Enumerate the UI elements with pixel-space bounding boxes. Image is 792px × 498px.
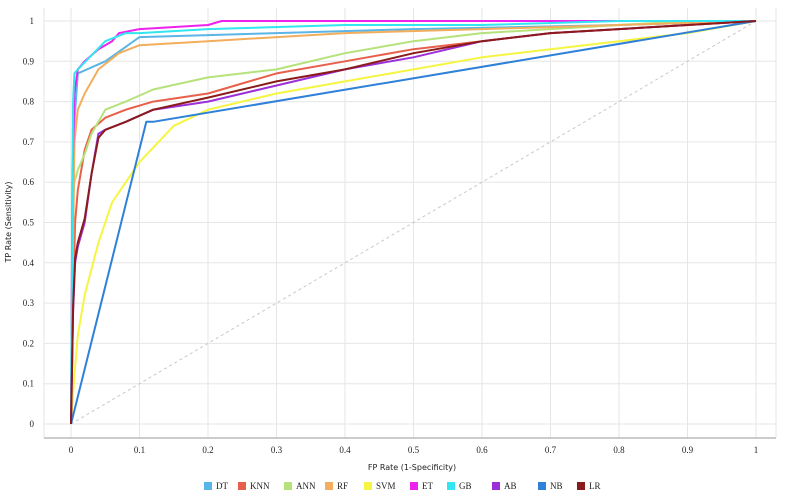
y-tick-label: 0.8 <box>23 97 35 107</box>
y-tick-label: 0.5 <box>23 218 35 228</box>
x-axis-label: FP Rate (1-Specificity) <box>368 463 456 472</box>
legend-label-svm: SVM <box>376 481 396 491</box>
legend-swatch-et <box>410 482 418 490</box>
legend-swatch-dt <box>204 482 212 490</box>
y-tick-label: 0.4 <box>23 258 35 268</box>
legend-swatch-nb <box>538 482 546 490</box>
axis-layer: 0 0.1 0.2 0.3 0.4 0.5 0.6 0.7 0.8 0.9 1 0 0.1 0.2 0.3 0… <box>23 16 776 455</box>
x-tick-label: 1 <box>754 445 759 455</box>
x-tick-label: 0.3 <box>271 445 283 455</box>
x-tick-label: 0.8 <box>613 445 625 455</box>
legend-label-lr: LR <box>589 481 601 491</box>
series-line-lr <box>70 20 757 425</box>
legend-swatch-ab <box>492 482 500 490</box>
x-tick-label: 0.4 <box>339 445 351 455</box>
y-tick-label: 1 <box>30 16 35 26</box>
legend-label-et: ET <box>422 481 433 491</box>
x-tick-label: 0.2 <box>202 445 213 455</box>
series-line-ann <box>70 20 756 425</box>
legend-swatch-knn <box>238 482 246 490</box>
x-tick-label: 0.9 <box>682 445 694 455</box>
y-tick-label: 0.2 <box>23 338 34 348</box>
grid-layer <box>43 8 777 438</box>
series-line-nb <box>70 20 757 425</box>
series-line-et <box>70 20 756 425</box>
legend-label-gb: GB <box>459 481 472 491</box>
series-line-gb <box>70 20 756 425</box>
series-line-rf <box>70 20 757 425</box>
legend-swatch-lr <box>577 482 585 490</box>
y-tick-label: 0.7 <box>23 137 35 147</box>
diagonal-reference-line <box>70 20 757 425</box>
x-tick-label: 0.1 <box>134 445 145 455</box>
legend-swatch-ann <box>284 482 292 490</box>
y-tick-label: 0 <box>30 419 35 429</box>
diagonal-layer <box>70 20 757 425</box>
legend-label-dt: DT <box>216 481 228 491</box>
legend-label-knn: KNN <box>250 481 270 491</box>
y-tick-label: 0.1 <box>23 379 34 389</box>
series-layer <box>70 20 757 425</box>
x-tick-label: 0.6 <box>476 445 488 455</box>
legend-label-rf: RF <box>337 481 348 491</box>
legend-label-ann: ANN <box>296 481 316 491</box>
x-tick-label: 0.5 <box>408 445 420 455</box>
legend: DT KNN ANN RF SVM ET GB AB NB LR <box>204 481 601 491</box>
y-axis-label: TP Rate (Sensitivity) <box>4 181 13 263</box>
y-tick-label: 0.3 <box>23 298 35 308</box>
legend-swatch-gb <box>447 482 455 490</box>
x-tick-label: 0.7 <box>545 445 557 455</box>
legend-swatch-rf <box>325 482 333 490</box>
legend-label-nb: NB <box>550 481 563 491</box>
x-tick-label: 0 <box>69 445 74 455</box>
legend-swatch-svm <box>364 482 372 490</box>
y-tick-label: 0.9 <box>23 56 35 66</box>
legend-label-ab: AB <box>504 481 517 491</box>
series-line-svm <box>70 20 757 425</box>
y-tick-label: 0.6 <box>23 177 35 187</box>
